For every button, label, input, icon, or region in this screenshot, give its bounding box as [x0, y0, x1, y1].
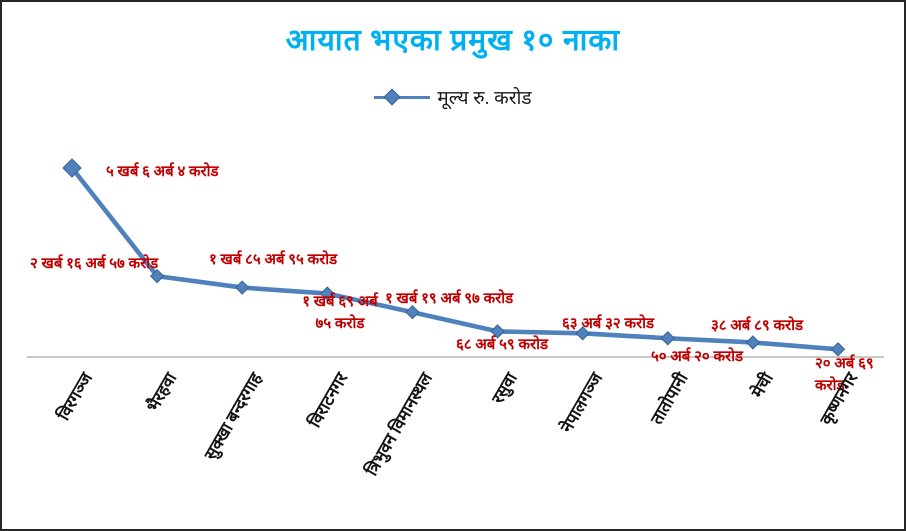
data-label: १ खर्ब ८५ अर्ब ९५ करोड	[209, 252, 338, 268]
data-point-marker	[660, 331, 675, 346]
data-point-marker	[745, 335, 761, 350]
data-label: १ खर्ब ६९ अर्ब ७५ करोड	[302, 294, 378, 332]
data-label: ५० अर्ब २० करोड	[651, 349, 744, 365]
data-label: ६३ अर्ब ३२ करोड	[562, 316, 655, 332]
data-point-marker	[320, 286, 335, 301]
chart-title: आयात भएका प्रमुख १० नाका	[285, 24, 621, 57]
data-point-marker	[149, 268, 165, 284]
data-label: १ खर्ब १९ अर्ब ९७ करोड	[385, 291, 514, 307]
data-point-marker	[575, 326, 590, 341]
chart-legend: मूल्य रु. करोड	[2, 84, 904, 110]
data-label: २ खर्ब १६ अर्ब ५७ करोड	[30, 256, 159, 272]
legend-line-marker-icon	[374, 88, 431, 106]
data-label: २० अर्ब ६९ करोड	[815, 356, 874, 394]
data-label: ३८ अर्ब ८९ करोड	[711, 318, 804, 334]
data-point-marker	[235, 280, 250, 295]
legend-line	[374, 96, 431, 99]
data-label: ५ खर्ब ६ अर्ब ४ करोड	[106, 164, 219, 180]
line-series	[70, 166, 839, 352]
data-point-marker	[830, 342, 846, 357]
data-point-marker	[405, 304, 420, 320]
data-point-marker	[490, 324, 505, 339]
data-label: ६८ अर्ब ५९ करोड	[456, 337, 549, 353]
legend-label: मूल्य रु. करोड	[437, 88, 532, 109]
data-point-marker	[62, 158, 82, 178]
